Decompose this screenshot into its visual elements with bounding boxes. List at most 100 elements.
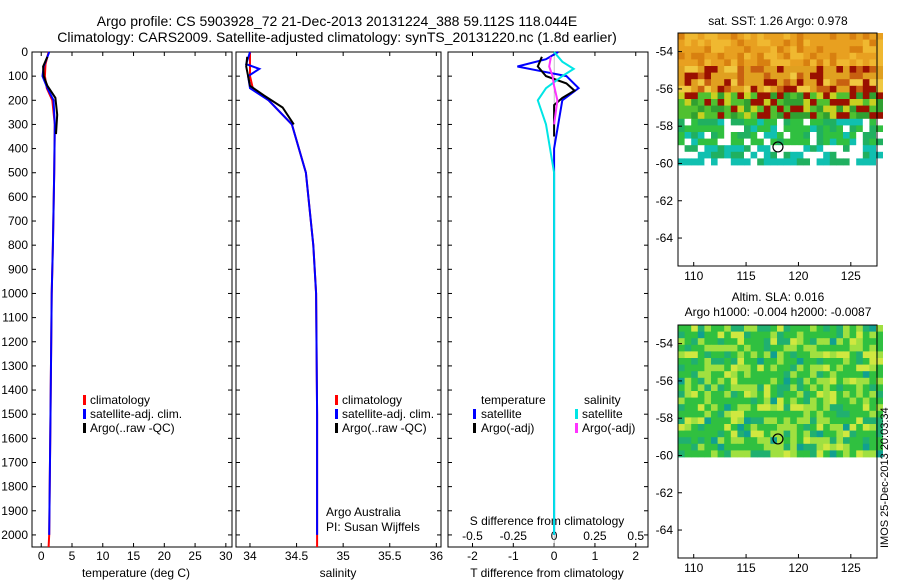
heatmap-cell: [757, 364, 765, 372]
heatmap-cell: [869, 85, 877, 93]
heatmap-cell: [783, 384, 791, 392]
heatmap-cell: [816, 145, 824, 153]
heatmap-cell: [770, 66, 778, 73]
heatmap-cell: [823, 450, 831, 458]
heatmap-cell: [711, 397, 718, 405]
heatmap-cell: [796, 158, 804, 166]
heatmap-cell: [869, 358, 877, 365]
heatmap-cell: [836, 325, 844, 332]
heatmap-cell: [843, 72, 850, 80]
heatmap-cell: [829, 443, 837, 451]
heatmap-cell: [730, 371, 738, 379]
heatmap-cell: [750, 46, 758, 54]
heatmap-cell: [730, 59, 738, 67]
heatmap-cell: [843, 59, 850, 67]
heatmap-cell: [829, 358, 837, 365]
heatmap-cell: [843, 33, 850, 40]
heatmap-cell: [783, 404, 791, 412]
heatmap-cell: [829, 79, 837, 87]
plot-frame-1: [235, 51, 442, 548]
heatmap-cell: [810, 66, 817, 73]
heatmap-cell: [862, 72, 870, 80]
heatmap-cell: [678, 132, 685, 139]
heatmap-cell: [750, 138, 758, 146]
heatmap-cell: [803, 437, 811, 445]
header-line-1: Argo profile: CS 5903928_72 21-Dec-2013 …: [97, 13, 578, 29]
heatmap-cell: [849, 450, 857, 458]
heatmap-cell: [810, 351, 817, 359]
heatmap-cell: [757, 151, 765, 159]
heatmap-cell: [763, 391, 771, 398]
heatmap-cell: [697, 105, 705, 113]
heatmap-cell: [843, 99, 850, 106]
heatmap-cell: [836, 52, 844, 60]
heatmap-cell: [790, 450, 798, 458]
heatmap-cell: [711, 33, 718, 40]
heatmap-cell: [869, 39, 877, 47]
heatmap-cell: [757, 344, 765, 352]
heatmap-cell: [737, 59, 745, 67]
heatmap-cell: [796, 384, 804, 392]
heatmap-cell: [803, 79, 811, 87]
series-line-argo-raw-qc-: [245, 56, 295, 125]
salinity-legend-climatology: climatology: [342, 393, 402, 407]
heatmap-cell: [717, 410, 725, 418]
heatmap-cell: [869, 404, 877, 412]
heatmap-cell: [770, 417, 778, 425]
heatmap-cell: [816, 404, 824, 412]
heatmap-cell: [724, 404, 732, 412]
map-x-tick-label: 110: [684, 561, 703, 575]
heatmap-cell: [862, 92, 870, 100]
heatmap-cell: [704, 338, 712, 346]
heatmap-cell: [770, 338, 778, 346]
heatmap-cell: [843, 351, 850, 359]
heatmap-cell: [796, 424, 804, 431]
heatmap-cell: [843, 377, 850, 385]
heatmap-cell: [750, 145, 758, 153]
heatmap-cell: [678, 99, 685, 106]
heatmap-cell: [849, 358, 857, 365]
heatmap-cell: [711, 338, 718, 346]
heatmap-cell: [717, 66, 725, 73]
heatmap-cell: [876, 410, 883, 418]
y-tick-label: 2000: [1, 528, 28, 542]
heatmap-cell: [724, 364, 732, 372]
heatmap-cell: [730, 72, 738, 80]
heatmap-cell: [777, 371, 784, 379]
heatmap-cell: [849, 132, 857, 139]
heatmap-cell: [757, 105, 765, 113]
heatmap-cell: [744, 132, 751, 139]
heatmap-cell: [730, 132, 738, 139]
heatmap-cell: [816, 99, 824, 106]
heatmap-cell: [697, 72, 705, 80]
heatmap-cell: [744, 118, 751, 126]
heatmap-cell: [763, 364, 771, 372]
heatmap-cell: [810, 338, 817, 346]
heatmap-cell: [724, 145, 732, 153]
heatmap-cell: [770, 158, 778, 166]
heatmap-cell: [730, 424, 738, 431]
heatmap-cell: [684, 132, 692, 139]
heatmap-cell: [869, 391, 877, 398]
heatmap-cell: [803, 443, 811, 451]
heatmap-cell: [796, 66, 804, 73]
heatmap-cell: [869, 450, 877, 458]
heatmap-cell: [783, 325, 791, 332]
heatmap-cell: [763, 138, 771, 146]
heatmap-cell: [869, 145, 877, 153]
heatmap-cell: [763, 112, 771, 120]
heatmap-cell: [737, 66, 745, 73]
heatmap-cell: [862, 33, 870, 40]
x-tick-label-2: 1: [592, 549, 599, 563]
heatmap-cell: [856, 443, 864, 451]
heatmap-cell: [796, 351, 804, 359]
heatmap-cell: [823, 325, 831, 332]
heatmap-cell: [684, 331, 692, 339]
heatmap-cell: [829, 338, 837, 346]
heatmap-cell: [862, 59, 870, 67]
heatmap-cell: [704, 99, 712, 106]
heatmap-cell: [783, 85, 791, 93]
heatmap-cell: [829, 430, 837, 438]
heatmap-cell: [770, 371, 778, 379]
heatmap-cell: [684, 85, 692, 93]
